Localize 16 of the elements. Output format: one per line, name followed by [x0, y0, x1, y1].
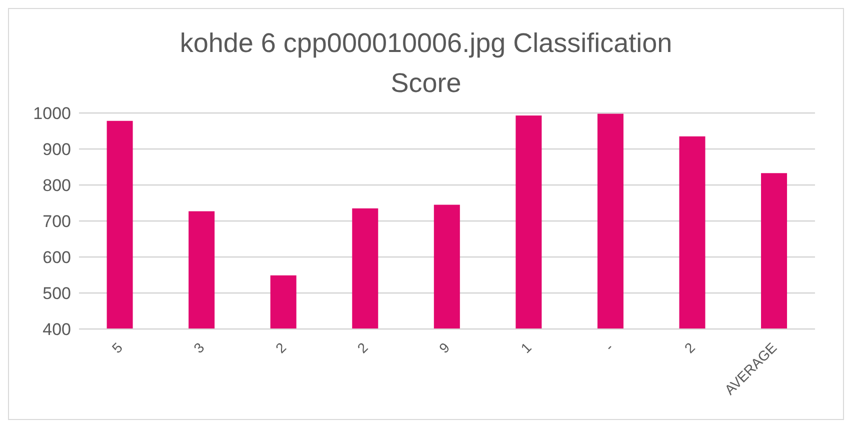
y-tick-label: 700	[42, 212, 71, 232]
y-tick-label: 800	[42, 176, 71, 196]
y-tick-label: 400	[42, 320, 71, 340]
chart-title: kohde 6 cpp000010006.jpg Classification Score	[178, 27, 674, 100]
x-tick-label: 5	[108, 339, 126, 356]
x-tick-label: 9	[436, 339, 453, 356]
x-tick-label: 2	[681, 339, 698, 356]
y-tick-label: 900	[42, 140, 71, 160]
x-tick-label: -	[602, 339, 616, 354]
x-tick-label: 2	[272, 339, 290, 356]
x-tick-label: 3	[190, 339, 208, 356]
x-tick-label: 1	[518, 339, 535, 356]
x-tick-label: 2	[354, 339, 372, 356]
y-tick-label: 600	[42, 248, 71, 268]
y-tick-label: 1000	[33, 104, 71, 124]
y-tick-label: 500	[42, 284, 71, 304]
